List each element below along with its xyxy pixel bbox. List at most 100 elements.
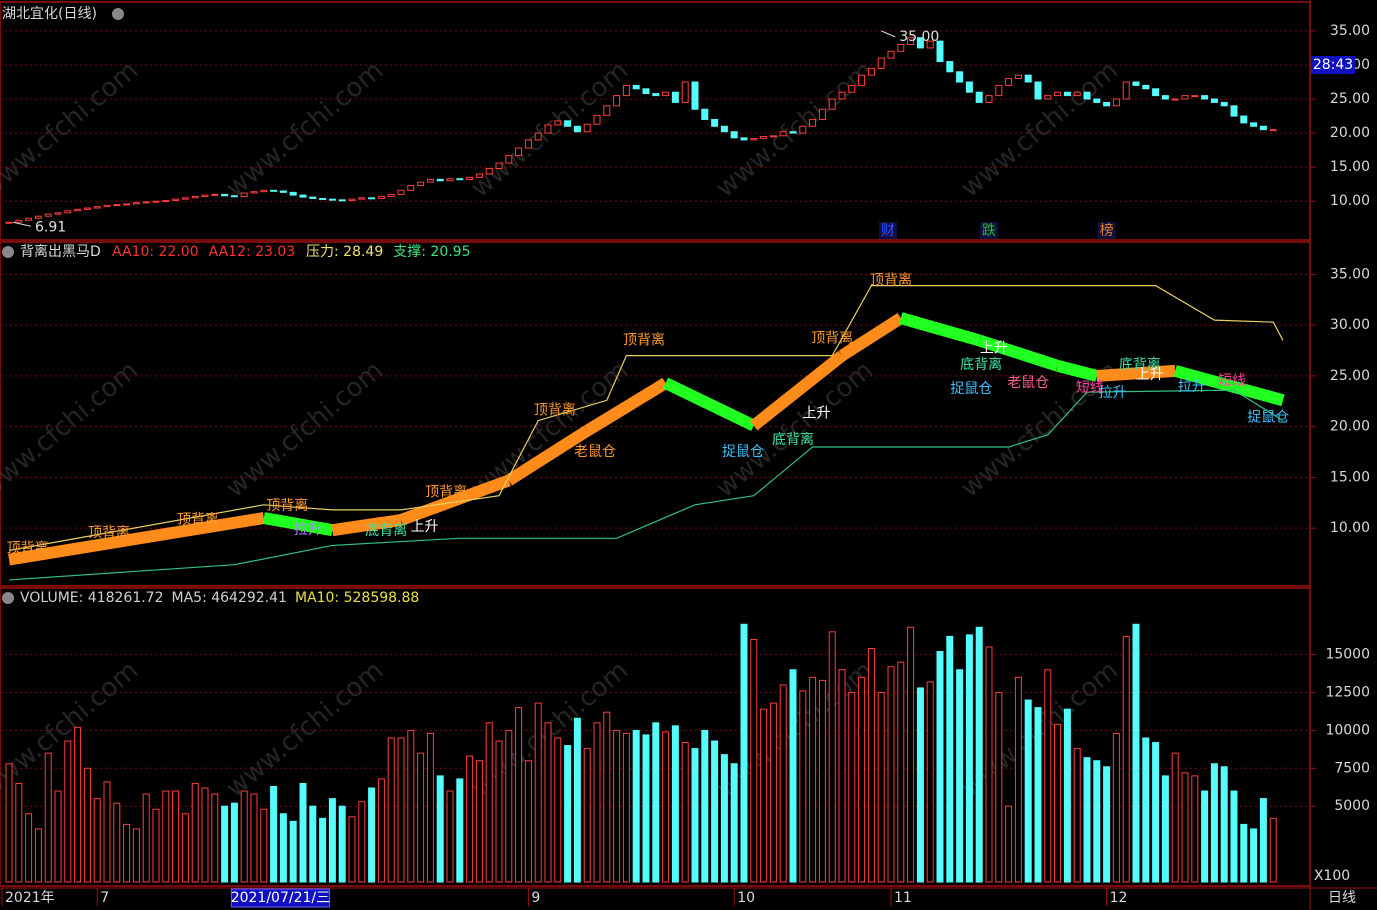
- annotation: 拉升: [1098, 385, 1126, 401]
- high-label: 35.00: [899, 29, 939, 45]
- band-segment: [1173, 365, 1285, 407]
- candle: [1230, 105, 1238, 117]
- volume-bar: [1083, 757, 1091, 883]
- period-label: 日线: [1328, 890, 1356, 906]
- candle: [417, 181, 425, 187]
- header-label: 压力: 28.49: [306, 244, 383, 260]
- volume-bar: [270, 785, 278, 883]
- volume-bar: [936, 651, 944, 883]
- band-segment: [1056, 359, 1099, 382]
- volume-bar: [221, 805, 229, 883]
- candle: [1191, 95, 1199, 98]
- volume-bar: [1240, 823, 1248, 883]
- x-tick-label: 12: [1110, 890, 1128, 906]
- candle: [544, 124, 552, 134]
- candle: [877, 57, 885, 69]
- y-tick-label: 15.00: [1330, 469, 1370, 485]
- candle: [181, 197, 189, 200]
- low-label: 6.91: [35, 219, 66, 235]
- volume-bar: [897, 661, 905, 883]
- volume-bar: [583, 748, 591, 883]
- volume-bar: [34, 828, 42, 883]
- volume-bar: [74, 726, 82, 883]
- candle: [691, 81, 699, 110]
- volume-bar: [1161, 775, 1169, 883]
- candle: [818, 108, 826, 120]
- volume-bar: [15, 782, 23, 883]
- annotation: 顶背离: [7, 539, 49, 556]
- candle: [25, 217, 33, 221]
- volume-bar: [1112, 732, 1120, 883]
- volume-bar: [83, 767, 91, 883]
- candle: [123, 203, 131, 206]
- candle: [64, 210, 72, 214]
- volume-bar: [1093, 760, 1101, 883]
- y-tick-label: 35.00: [1330, 23, 1370, 39]
- candle: [172, 198, 180, 202]
- event-box: [980, 222, 998, 239]
- candle: [328, 198, 336, 201]
- unit-label: X100: [1314, 868, 1350, 884]
- candle: [965, 81, 973, 93]
- annotation: 顶背离: [425, 484, 467, 501]
- volume-bar: [299, 782, 307, 883]
- candle: [603, 105, 611, 116]
- y-tick-label: 10.00: [1330, 520, 1370, 536]
- candle: [671, 91, 679, 103]
- annotation: 顶背离: [870, 272, 912, 289]
- volume-bar: [328, 798, 336, 883]
- volume-bar: [44, 752, 52, 883]
- candle: [368, 197, 376, 200]
- candle: [299, 194, 307, 198]
- volume-bar: [779, 684, 787, 883]
- annotation: 底背离: [365, 522, 407, 539]
- candle: [5, 221, 13, 224]
- volume-bar: [1181, 772, 1189, 883]
- volume-bar: [446, 790, 454, 883]
- annotation: 上升: [980, 341, 1008, 357]
- high-marker: [881, 30, 896, 38]
- volume-bar: [534, 702, 542, 883]
- volume-bar: [838, 669, 846, 883]
- volume-bar: [113, 802, 121, 883]
- volume-bar: [799, 690, 807, 883]
- candle: [426, 178, 434, 183]
- band-segment: [398, 474, 511, 526]
- volume-bar: [240, 790, 248, 883]
- candle: [221, 193, 229, 197]
- band-segment: [331, 514, 402, 537]
- candle: [916, 37, 924, 49]
- candle: [1210, 98, 1218, 103]
- y-tick-label: 15000: [1325, 647, 1370, 663]
- title-icon: [2, 246, 14, 258]
- volume-bar: [564, 745, 572, 883]
- candle: [838, 91, 846, 100]
- volume-bar: [1230, 790, 1238, 883]
- candle: [475, 173, 483, 178]
- annotation: 底背离: [1119, 356, 1161, 373]
- volume-bar: [1014, 676, 1022, 883]
- candle: [93, 206, 101, 209]
- volume-bar: [1210, 763, 1218, 883]
- candle: [1005, 78, 1013, 86]
- candle: [828, 98, 836, 110]
- volume-bar: [1259, 798, 1267, 883]
- candle: [583, 123, 591, 133]
- volume-bar: [397, 737, 405, 883]
- volume-bar: [1024, 699, 1032, 883]
- candle: [515, 147, 523, 157]
- annotation: 顶背离: [534, 401, 576, 418]
- y-tick-label: 25.00: [1330, 91, 1370, 107]
- indicator-line: [8, 389, 1284, 581]
- annotation: 上升: [411, 519, 439, 535]
- candle: [662, 91, 670, 97]
- volume-bar: [1132, 623, 1140, 883]
- candle: [799, 125, 807, 134]
- volume-bar: [769, 702, 777, 883]
- event-label: 榜: [1100, 222, 1114, 239]
- candle: [564, 120, 572, 127]
- candle: [348, 198, 356, 202]
- volume-bar: [995, 691, 1003, 883]
- candle: [711, 118, 719, 127]
